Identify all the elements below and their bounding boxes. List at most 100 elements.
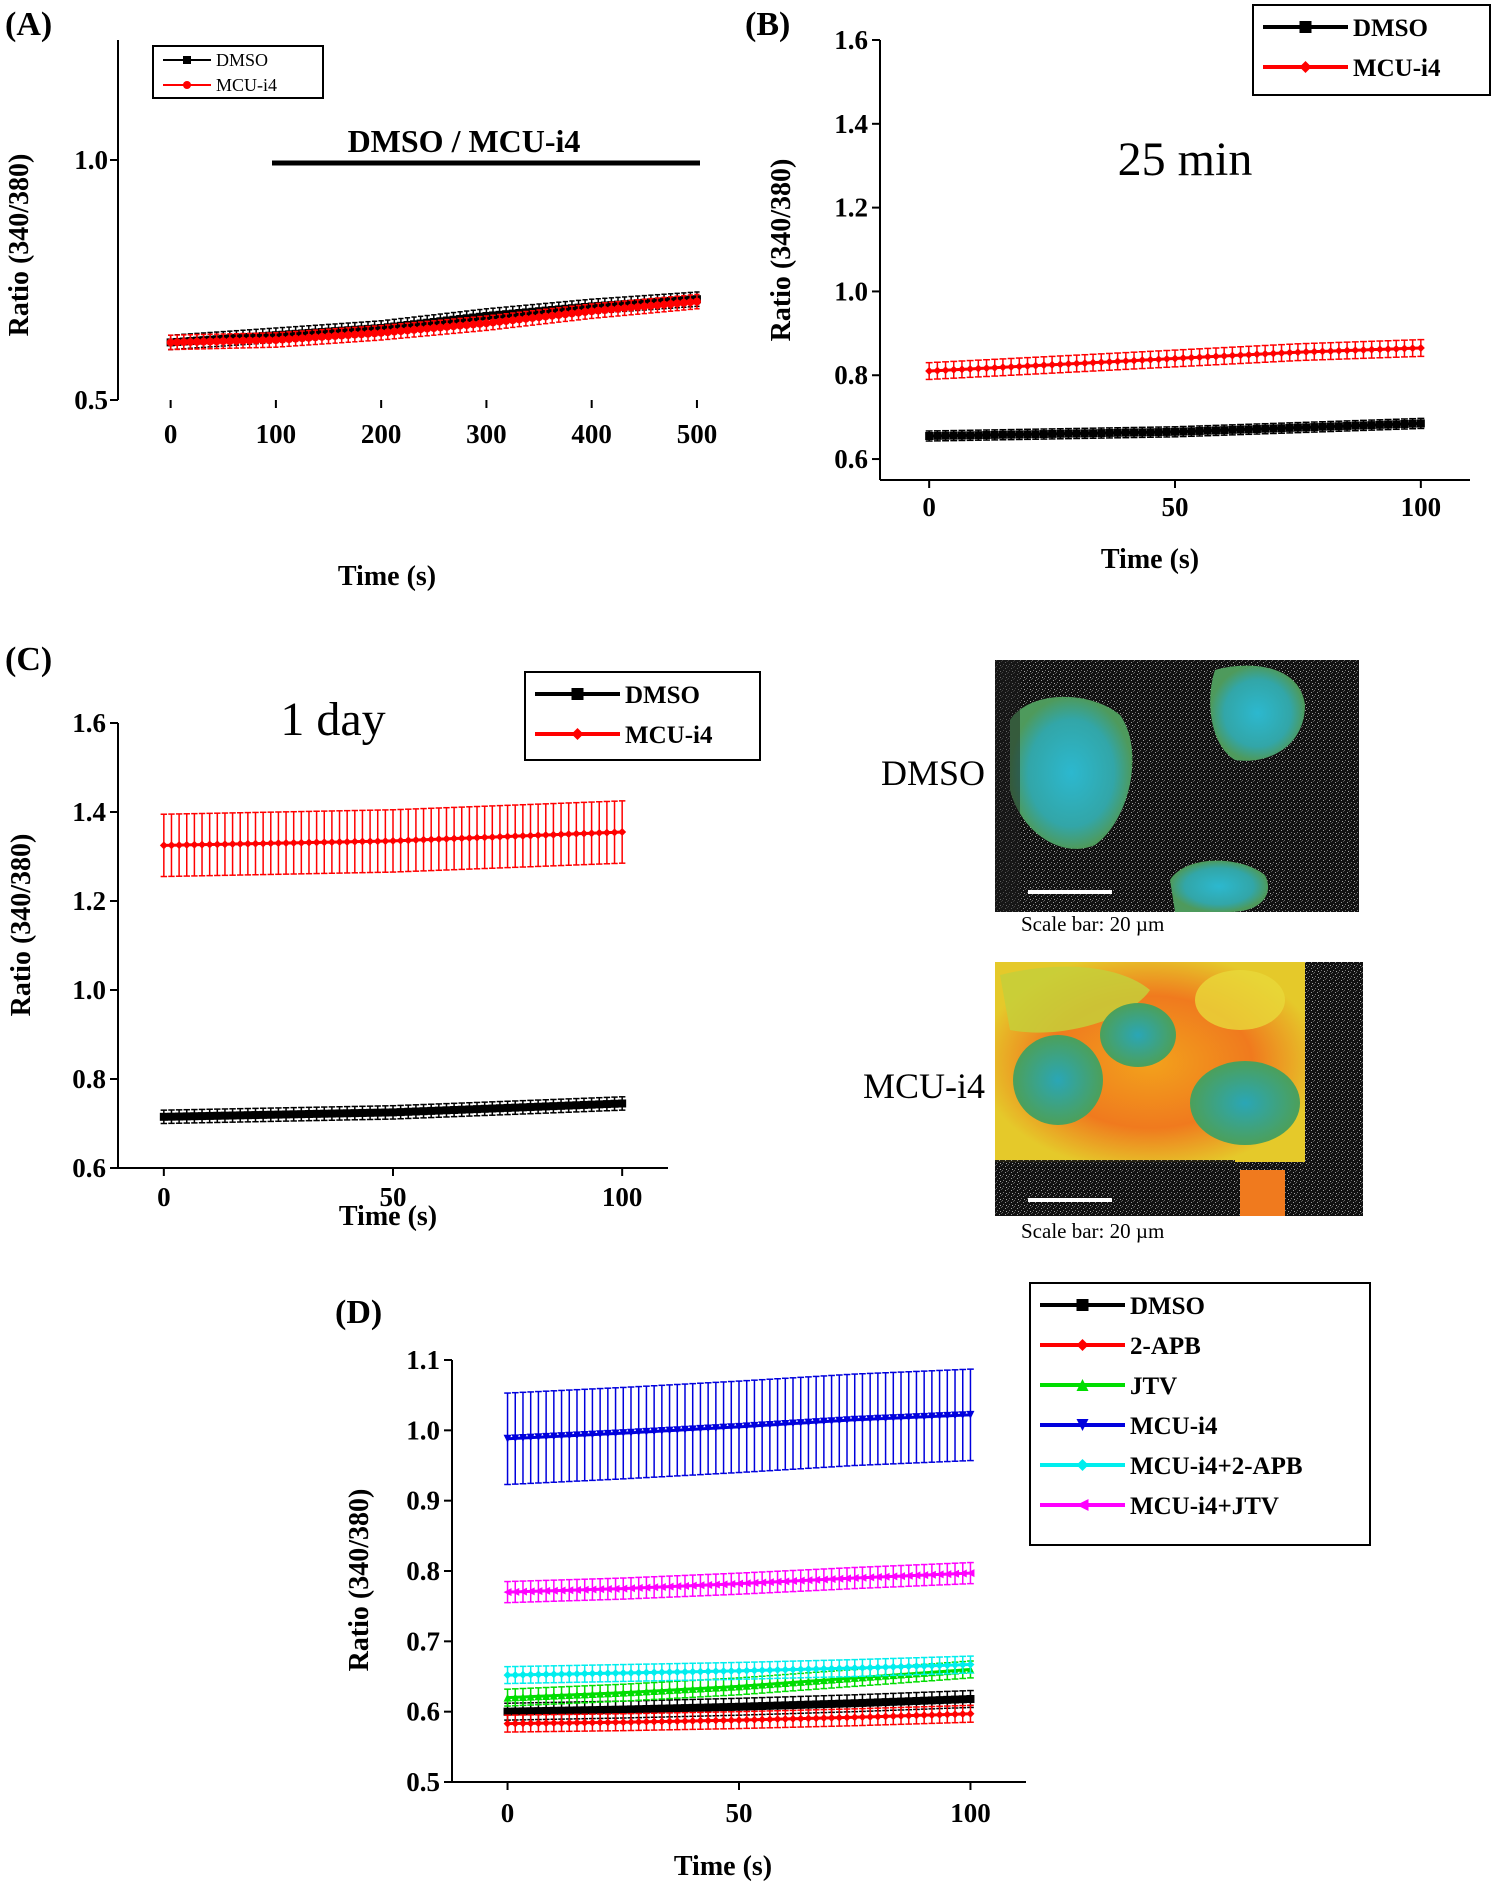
data-point xyxy=(603,1585,612,1594)
data-point xyxy=(904,1571,913,1580)
data-point xyxy=(1064,429,1073,438)
data-point xyxy=(781,1665,790,1674)
data-point xyxy=(897,1413,906,1422)
x-tick-label: 400 xyxy=(571,419,612,449)
x-tick-label: 0 xyxy=(157,1182,171,1212)
data-point xyxy=(580,1585,589,1594)
data-point xyxy=(1023,430,1032,439)
data-point xyxy=(1048,360,1057,369)
data-point xyxy=(1293,423,1302,432)
data-point xyxy=(588,1706,597,1715)
data-point xyxy=(1138,356,1147,365)
data-point xyxy=(719,1683,728,1692)
data-point xyxy=(1400,344,1409,353)
data-point xyxy=(1351,346,1360,355)
data-point xyxy=(789,1577,798,1586)
data-point xyxy=(564,1101,573,1110)
data-point xyxy=(1031,430,1040,439)
data-point xyxy=(650,1427,659,1436)
data-point xyxy=(564,830,573,839)
data-point xyxy=(271,336,280,344)
data-point xyxy=(881,1698,890,1707)
data-point xyxy=(602,1100,611,1109)
data-point xyxy=(335,1109,344,1118)
data-point xyxy=(542,1719,551,1728)
data-point xyxy=(704,1580,713,1589)
data-point xyxy=(518,1434,527,1443)
data-point xyxy=(419,835,428,844)
legend-marker xyxy=(571,728,584,740)
data-point xyxy=(274,1110,283,1119)
data-point xyxy=(610,1099,619,1108)
data-point xyxy=(579,829,588,838)
data-point xyxy=(503,1103,512,1112)
data-point xyxy=(526,1587,535,1596)
data-point xyxy=(521,314,530,323)
data-point xyxy=(175,841,184,850)
data-point xyxy=(206,337,215,346)
data-point xyxy=(1154,355,1163,364)
data-point xyxy=(557,1706,566,1715)
micrograph-mcu-i4-scale-text: Scale bar: 20 µm xyxy=(1021,1219,1164,1243)
x-tick-label: 100 xyxy=(256,419,297,449)
data-point xyxy=(1162,354,1171,363)
data-point xyxy=(572,1585,581,1594)
data-point xyxy=(159,1112,168,1121)
data-point xyxy=(265,336,274,345)
data-point xyxy=(403,326,412,335)
data-point xyxy=(925,432,934,440)
data-point xyxy=(561,310,570,319)
data-point xyxy=(331,331,340,340)
micrograph-dmso-cell xyxy=(1210,665,1305,761)
data-point xyxy=(190,840,199,849)
data-point xyxy=(557,1432,566,1441)
data-point xyxy=(434,1106,443,1115)
data-point xyxy=(198,840,207,849)
data-point xyxy=(897,1697,906,1706)
data-point xyxy=(396,1108,405,1117)
data-point xyxy=(866,1663,875,1672)
data-point xyxy=(873,1663,882,1672)
legend: DMSO 2-APB JTV MCU-i4 MCU-i4+2-APB MCU-i4+JTV xyxy=(1029,1282,1371,1546)
data-point xyxy=(1130,428,1139,437)
y-axis-title: Ratio (340/380) xyxy=(4,154,35,337)
data-point xyxy=(503,1671,512,1680)
data-point xyxy=(843,1674,852,1683)
data-point xyxy=(312,838,321,847)
data-point xyxy=(925,367,934,376)
data-point xyxy=(572,1718,581,1727)
data-point xyxy=(966,1709,975,1718)
data-point xyxy=(410,325,419,334)
data-point xyxy=(966,1410,975,1419)
data-point xyxy=(951,1411,960,1420)
data-point xyxy=(557,1691,566,1700)
data-point xyxy=(927,1696,936,1705)
data-point xyxy=(588,1585,597,1594)
data-point xyxy=(503,1707,512,1716)
legend: DMSO MCU-i4 xyxy=(1252,4,1491,96)
data-point xyxy=(495,832,504,841)
data-point xyxy=(835,1574,844,1583)
data-point xyxy=(620,304,629,313)
data-point xyxy=(626,1668,635,1677)
data-point xyxy=(1285,423,1294,432)
data-point xyxy=(680,1704,689,1713)
data-point xyxy=(192,337,201,346)
data-point xyxy=(572,1431,581,1440)
data-point xyxy=(607,305,616,314)
data-point xyxy=(587,1100,596,1109)
data-point xyxy=(727,1682,736,1691)
data-point xyxy=(618,828,627,837)
data-point xyxy=(819,1714,828,1723)
data-point xyxy=(665,1704,674,1713)
legend-marker xyxy=(1076,1299,1089,1311)
data-point xyxy=(291,334,300,343)
data-point xyxy=(626,1688,635,1697)
data-point xyxy=(1416,419,1425,428)
data-point xyxy=(819,1417,828,1426)
data-point xyxy=(796,1665,805,1674)
data-point xyxy=(735,1422,743,1431)
data-point xyxy=(781,1678,790,1687)
data-point xyxy=(228,840,237,849)
data-point xyxy=(213,1111,222,1120)
